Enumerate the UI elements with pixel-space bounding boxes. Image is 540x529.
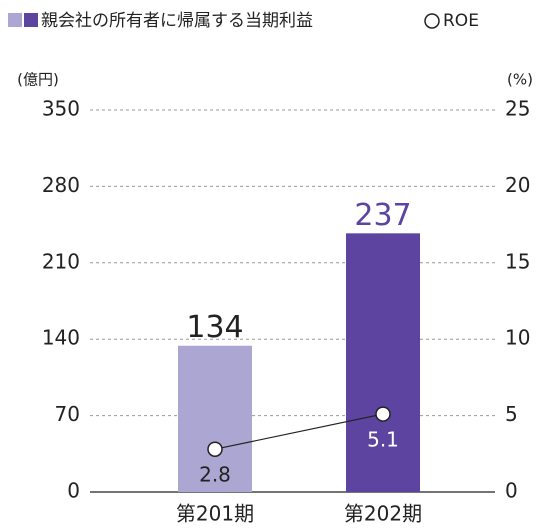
data-label: 237 [354, 198, 411, 233]
y2-tick-label: 20 [505, 173, 530, 197]
y2-tick-label: 5 [505, 402, 518, 426]
data-label: 2.8 [199, 463, 231, 487]
legend-label: ROE [443, 11, 479, 31]
legend-marker [424, 13, 440, 29]
x-tick-label: 第202期 [344, 502, 422, 526]
y-axis-label: (億円) [17, 71, 59, 89]
bar [346, 233, 420, 492]
y-tick-label: 210 [42, 249, 80, 273]
legend-swatch [24, 13, 38, 27]
x-tick-label: 第201期 [176, 502, 254, 526]
y-tick-label: 280 [42, 173, 80, 197]
bar [178, 345, 252, 492]
data-label: 5.1 [367, 428, 399, 452]
data-label: 134 [186, 310, 243, 345]
point [375, 406, 391, 422]
y2-tick-label: 25 [505, 97, 530, 121]
y2-tick-label: 0 [505, 479, 518, 503]
y-tick-label: 70 [55, 402, 80, 426]
line [214, 413, 384, 450]
legend-label: 親会社の所有者に帰属する当期利益 [41, 11, 313, 31]
y2-axis-label: (%) [507, 71, 533, 89]
point [207, 441, 223, 457]
y-tick-label: 350 [42, 97, 80, 121]
y-tick-label: 0 [67, 479, 80, 503]
y-tick-label: 140 [42, 326, 80, 350]
y2-tick-label: 10 [505, 326, 530, 350]
y2-tick-label: 15 [505, 249, 530, 273]
legend-swatch [8, 13, 22, 27]
